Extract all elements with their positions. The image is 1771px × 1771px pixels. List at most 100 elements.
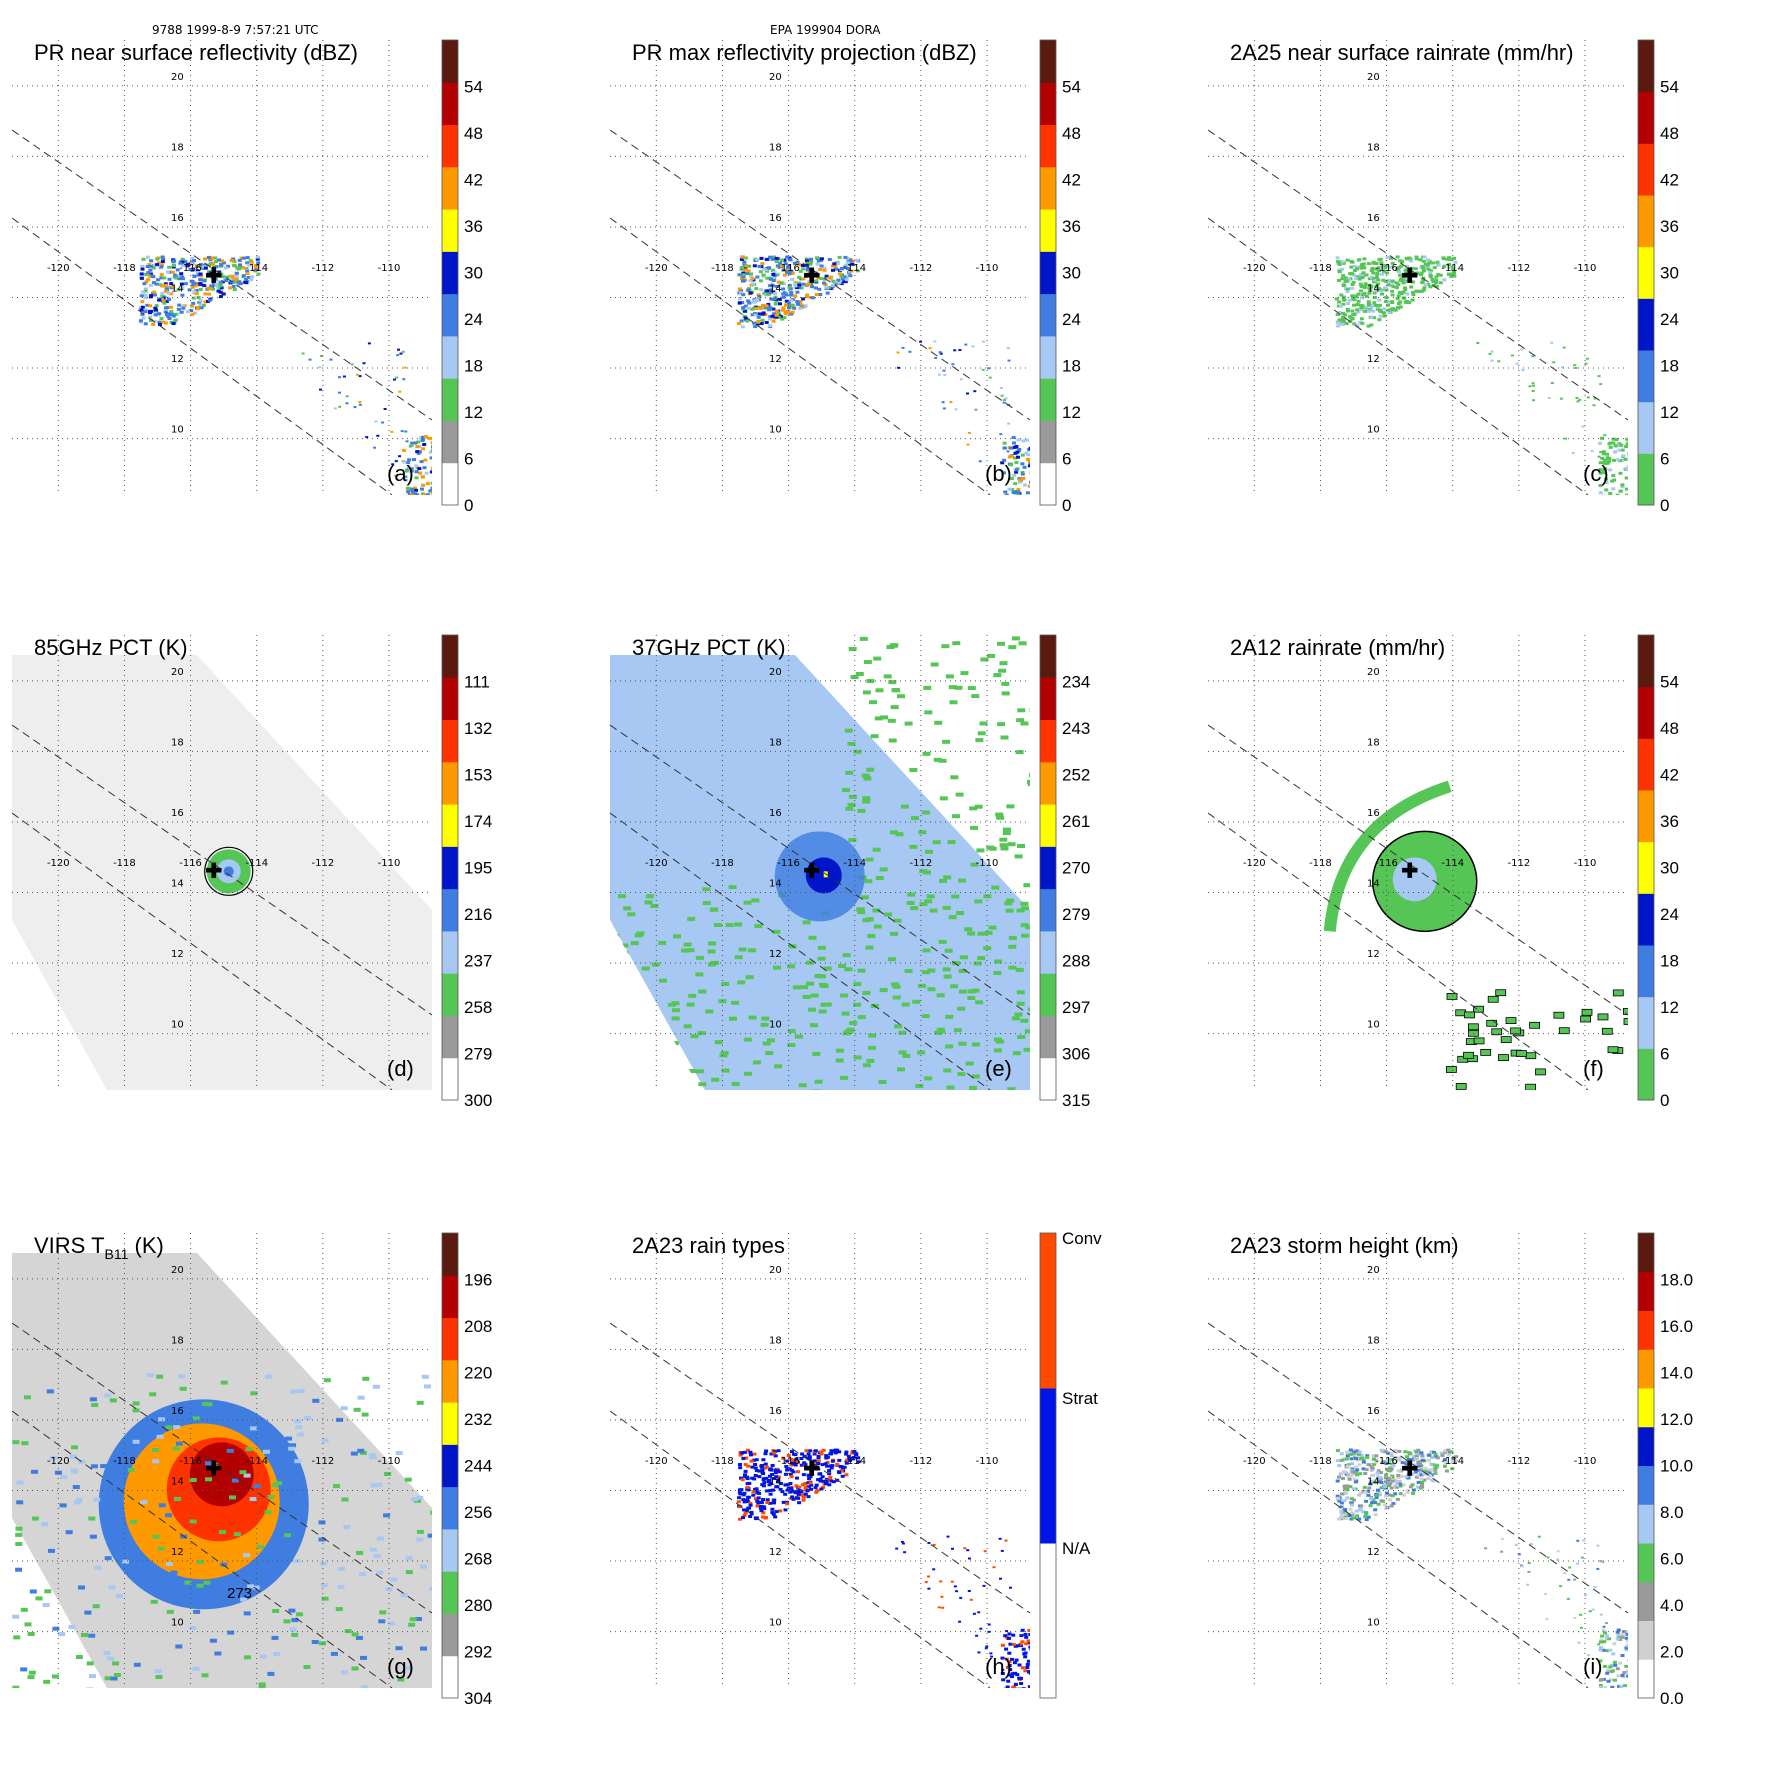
rain-pixel (786, 265, 791, 269)
rain-pixel (789, 298, 794, 302)
rain-pixel (1422, 1478, 1427, 1482)
rain-pixel (1613, 444, 1618, 448)
panel-a: -120 -118 -116 -114 -112 -110201816141210✚(a)… (12, 39, 483, 515)
rain-pixel (758, 279, 763, 283)
rain-pixel (768, 315, 773, 319)
rain-pixel (161, 320, 166, 324)
rain-pixel (329, 358, 333, 361)
pct-pixel (848, 838, 857, 843)
pct-pixel (945, 1014, 954, 1019)
pct-pixel (917, 1050, 926, 1055)
pct-pixel (923, 685, 932, 690)
rain-pixel (895, 1547, 899, 1550)
pct-pixel (1024, 1029, 1030, 1034)
rain-pixel (741, 293, 746, 297)
rain-pixel (1389, 1504, 1394, 1508)
rain-pixel (1401, 275, 1406, 279)
rain-pixel (153, 313, 158, 317)
rain-pixel (1379, 1471, 1384, 1475)
rain-pixel (140, 267, 145, 271)
rain-pixel (1390, 289, 1395, 293)
rain-pixel (763, 1462, 768, 1466)
rain-pixel (1422, 1472, 1426, 1476)
cloud-pixel (201, 1673, 209, 1678)
rain-pixel (977, 1611, 981, 1614)
rain-pixel (840, 266, 844, 270)
rain-pixel (1443, 1464, 1447, 1468)
pct-pixel (862, 796, 871, 801)
rain-patch (1486, 1019, 1498, 1027)
rain-pixel (1365, 1455, 1370, 1459)
rain-pixel (1625, 443, 1628, 447)
rain-pixel (745, 1448, 750, 1452)
pct-pixel (868, 1033, 877, 1038)
cloud-pixel (88, 1516, 96, 1521)
rain-pixel (1386, 1451, 1391, 1455)
rain-pixel (1430, 1456, 1435, 1459)
rain-pixel (745, 1485, 750, 1489)
rain-pixel (833, 1448, 838, 1452)
pct-pixel (862, 918, 871, 923)
rain-pixel (765, 289, 770, 293)
tick-label-lon: -112 (910, 1456, 933, 1467)
rain-pixel (1375, 1475, 1380, 1479)
rain-pixel (1587, 1654, 1591, 1657)
colorbar-segment (1040, 293, 1056, 337)
rain-pixel (796, 1496, 801, 1500)
rain-pixel (1352, 298, 1357, 302)
rain-pixel (1379, 1499, 1384, 1503)
pct-pixel (641, 966, 650, 971)
rain-pixel (785, 270, 789, 274)
rain-pixel (155, 278, 160, 282)
rain-pixel (755, 1491, 760, 1495)
tick-label-lat: 20 (171, 72, 184, 83)
rain-pixel (785, 268, 790, 272)
rain-patch (1464, 1011, 1475, 1019)
colorbar-tick-label: 30 (1660, 264, 1679, 283)
rain-pixel (937, 373, 941, 376)
rain-pixel (897, 366, 900, 369)
cloud-pixel (416, 1529, 424, 1534)
rain-pixel (1603, 1631, 1607, 1635)
pct-pixel (705, 1009, 714, 1014)
cloud-pixel (258, 1685, 266, 1688)
pct-pixel (971, 1074, 980, 1079)
pct-pixel (1027, 1007, 1030, 1012)
rain-pixel (1386, 1484, 1391, 1488)
pct-pixel (737, 980, 746, 985)
rain-pixel (430, 486, 432, 490)
pct-pixel (840, 993, 849, 998)
tick-label-lon: -120 (645, 1456, 668, 1467)
pct-pixel (1026, 779, 1030, 784)
rain-pixel (1028, 461, 1030, 465)
rain-pixel (743, 309, 748, 313)
colorbar-tick-label: 54 (1062, 78, 1081, 97)
rain-pixel (1365, 1454, 1370, 1458)
cloud-pixel (272, 1609, 280, 1613)
rain-pixel (165, 270, 170, 274)
rain-pixel (202, 284, 207, 288)
rain-pixel (158, 323, 162, 326)
rain-pixel (234, 277, 239, 281)
rain-pixel (239, 256, 244, 260)
swath-edge-line (12, 812, 393, 1090)
rain-pixel (746, 1464, 751, 1468)
rain-pixel (856, 1460, 861, 1464)
rain-pixel (1377, 258, 1382, 262)
rain-pixel (421, 483, 426, 487)
rain-pixel (1370, 1466, 1375, 1470)
rain-pixel (807, 282, 812, 286)
tick-label-lon: -116 (1375, 263, 1398, 274)
rain-pixel (1359, 1453, 1364, 1457)
tick-label-lon: -114 (843, 263, 866, 274)
colorbar-segment (442, 1275, 458, 1319)
rain-pixel (831, 279, 836, 283)
pct-pixel (942, 967, 951, 972)
rain-pixel (373, 446, 377, 449)
colorbar-tick-label: 48 (1660, 124, 1679, 143)
colorbar-tick-label: 270 (1062, 859, 1090, 878)
cloud-pixel (104, 1393, 112, 1398)
rain-patch (1491, 1028, 1503, 1036)
rain-pixel (818, 1479, 823, 1483)
rain-pixel (1352, 264, 1357, 268)
